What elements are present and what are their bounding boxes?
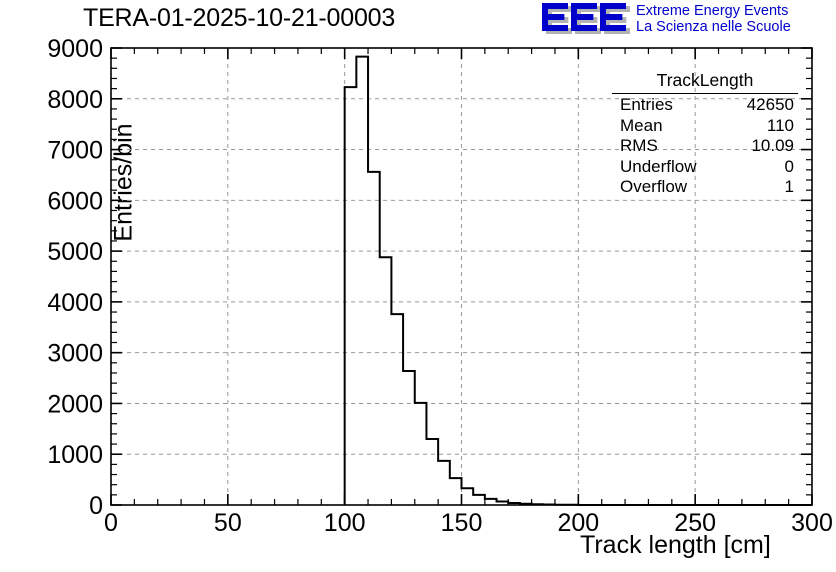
svg-text:150: 150: [441, 509, 483, 537]
svg-text:0: 0: [104, 509, 118, 537]
eee-logo: Extreme Energy Events La Scienza nelle S…: [540, 2, 791, 36]
stats-row-key: RMS: [620, 136, 658, 155]
eee-logo-line-2: La Scienza nelle Scuole: [636, 19, 791, 35]
svg-text:7000: 7000: [47, 137, 103, 165]
stats-row-value: 42650: [746, 95, 794, 114]
stats-row: Overflow 1: [612, 177, 798, 198]
stats-row: Entries 42650: [612, 95, 798, 116]
stats-row: Underflow 0: [612, 157, 798, 178]
eee-logo-text: Extreme Energy Events La Scienza nelle S…: [636, 2, 791, 35]
svg-text:50: 50: [214, 509, 242, 537]
svg-text:200: 200: [557, 509, 599, 537]
stats-rows: Entries 42650 Mean 110 RMS 10.09 Underflow 0 Ove…: [612, 95, 798, 198]
svg-text:2000: 2000: [47, 390, 103, 418]
stats-row: Mean 110: [612, 116, 798, 137]
stats-row: RMS 10.09: [612, 136, 798, 157]
svg-text:100: 100: [324, 509, 366, 537]
stats-row-key: Underflow: [620, 156, 697, 176]
stats-row-value: 10.09: [751, 136, 794, 155]
svg-text:250: 250: [674, 509, 716, 537]
x-axis-title: Track length [cm]: [580, 531, 771, 559]
eee-logo-line-1: Extreme Energy Events: [636, 3, 789, 19]
stats-row-key: Mean: [620, 115, 663, 135]
stats-divider: [612, 93, 798, 94]
stats-row-value: 110: [766, 115, 794, 135]
svg-text:0: 0: [89, 492, 103, 520]
axis-ticks: [110, 47, 813, 506]
svg-text:6000: 6000: [47, 187, 103, 215]
stats-row-value: 1: [784, 177, 794, 196]
stats-box: TrackLength Entries 42650 Mean 110 RMS 10.09 U…: [612, 70, 798, 198]
page-title: TERA-01-2025-10-21-00003: [83, 4, 396, 32]
svg-text:300: 300: [791, 509, 833, 537]
svg-text:1000: 1000: [47, 441, 103, 469]
eee-mark-icon: [540, 2, 630, 36]
stats-title: TrackLength: [656, 70, 754, 90]
gridlines: [111, 48, 812, 505]
svg-text:8000: 8000: [47, 86, 103, 114]
stats-row-key: Entries: [620, 95, 673, 114]
stats-row-value: 0: [784, 156, 794, 176]
svg-text:3000: 3000: [47, 340, 103, 368]
stats-row-key: Overflow: [620, 177, 688, 196]
svg-text:4000: 4000: [47, 289, 103, 317]
svg-text:5000: 5000: [47, 238, 103, 266]
axis-tick-labels: 0 50 100 150 200 250 3000100020003000400050006…: [47, 35, 832, 537]
svg-text:9000: 9000: [47, 35, 103, 63]
